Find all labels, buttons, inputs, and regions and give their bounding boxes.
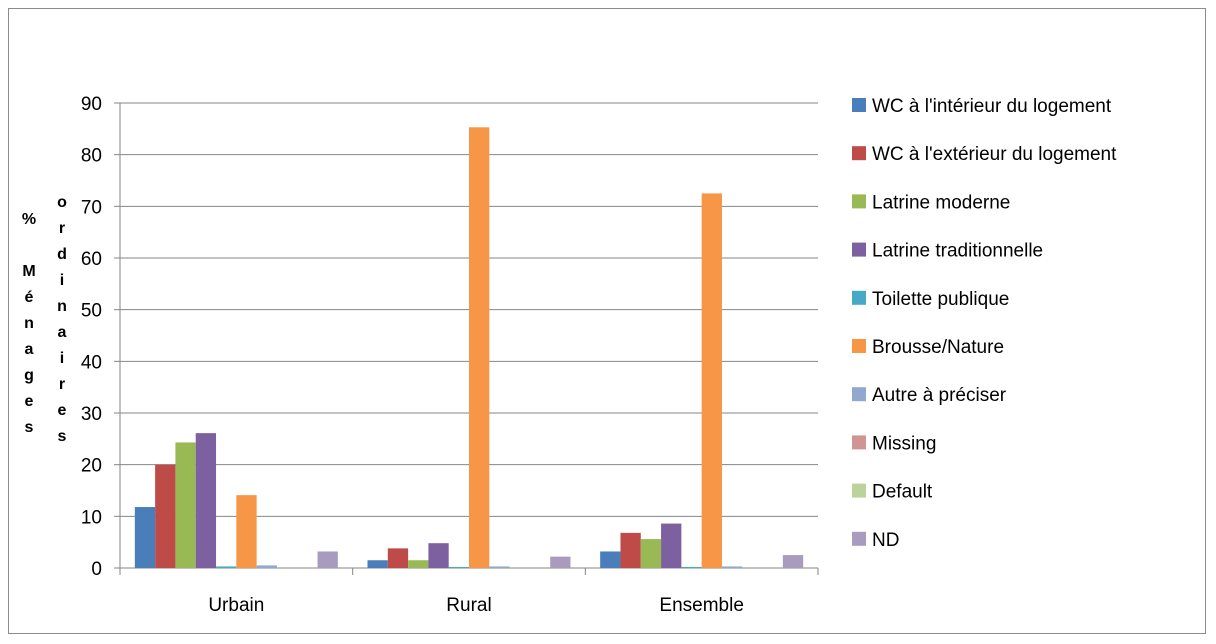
- y-tick-label: 10: [81, 507, 102, 528]
- y-axis-title-char: o: [57, 194, 67, 211]
- y-axis-title-char: d: [57, 246, 67, 263]
- y-axis-title-char: s: [58, 428, 67, 445]
- legend-swatch: [852, 194, 866, 208]
- legend-label: WC à l'extérieur du logement: [872, 144, 1117, 165]
- legend-swatch: [852, 339, 866, 353]
- y-axis-title-char: n: [24, 315, 34, 332]
- legend-swatch: [852, 243, 866, 257]
- legend-label: Toilette publique: [872, 289, 1009, 310]
- legend-label: Brousse/Nature: [872, 337, 1004, 358]
- y-axis-title-char: é: [25, 289, 34, 306]
- bar-0-4: [216, 566, 236, 568]
- bar-1-1: [388, 548, 408, 568]
- bar-1-2: [408, 560, 428, 568]
- legend-label: Autre à préciser: [872, 385, 1007, 406]
- bar-2-0: [600, 551, 620, 568]
- y-axis-title-char: s: [25, 419, 34, 436]
- bar-1-6: [489, 566, 509, 568]
- bar-0-3: [196, 433, 216, 568]
- x-tick-label: Rural: [446, 595, 491, 616]
- y-axis-title-char: a: [58, 324, 67, 341]
- y-axis-title-char: r: [59, 376, 65, 393]
- y-tick-label: 70: [81, 197, 102, 218]
- legend-label: Latrine moderne: [872, 192, 1010, 213]
- bar-0-0: [135, 507, 155, 568]
- bar-1-3: [428, 543, 448, 568]
- y-axis-title-char: e: [25, 393, 34, 410]
- y-axis-title-char: a: [25, 341, 34, 358]
- bar-0-6: [257, 565, 277, 568]
- legend-label: WC à l'intérieur du logement: [872, 96, 1112, 117]
- bar-0-5: [236, 495, 256, 568]
- legend-swatch: [852, 387, 866, 401]
- y-axis-title-char: i: [60, 272, 64, 289]
- bar-2-2: [641, 539, 661, 568]
- bar-0-2: [175, 442, 195, 568]
- legend-swatch: [852, 435, 866, 449]
- bar-1-5: [469, 127, 489, 568]
- bar-1-9: [550, 557, 570, 568]
- y-axis-title-char: M: [22, 263, 35, 280]
- y-tick-label: 40: [81, 352, 102, 373]
- y-axis-title-char: e: [58, 402, 67, 419]
- legend-label: Missing: [872, 433, 936, 454]
- bar-2-5: [702, 193, 722, 568]
- legend-swatch: [852, 98, 866, 112]
- bar-0-9: [318, 551, 338, 568]
- y-tick-label: 30: [81, 404, 102, 425]
- legend-swatch: [852, 484, 866, 498]
- y-tick-label: 90: [81, 94, 102, 115]
- bar-2-4: [681, 567, 701, 568]
- legend-swatch: [852, 146, 866, 160]
- y-tick-label: 50: [81, 301, 102, 322]
- x-tick-label: Ensemble: [659, 595, 744, 616]
- y-tick-label: 60: [81, 249, 102, 270]
- bar-2-3: [661, 524, 681, 568]
- y-axis-title-char: n: [57, 298, 67, 315]
- x-tick-label: Urbain: [208, 595, 264, 616]
- legend-label: Latrine traditionnelle: [872, 241, 1043, 262]
- y-tick-label: 0: [91, 559, 102, 580]
- bar-2-9: [783, 555, 803, 568]
- bar-2-6: [722, 566, 742, 568]
- bar-2-1: [620, 533, 640, 568]
- bar-1-4: [449, 567, 469, 568]
- legend-swatch: [852, 532, 866, 546]
- legend-swatch: [852, 291, 866, 305]
- y-axis-title-char: %: [22, 211, 36, 228]
- y-axis-title-char: i: [60, 350, 64, 367]
- legend-label: Default: [872, 482, 933, 503]
- bar-1-0: [368, 560, 388, 568]
- y-axis-title-char: g: [24, 367, 34, 384]
- y-tick-label: 20: [81, 456, 102, 477]
- y-tick-label: 80: [81, 146, 102, 167]
- legend-label: ND: [872, 530, 899, 551]
- bar-0-1: [155, 465, 175, 568]
- y-axis-title-char: r: [59, 220, 65, 237]
